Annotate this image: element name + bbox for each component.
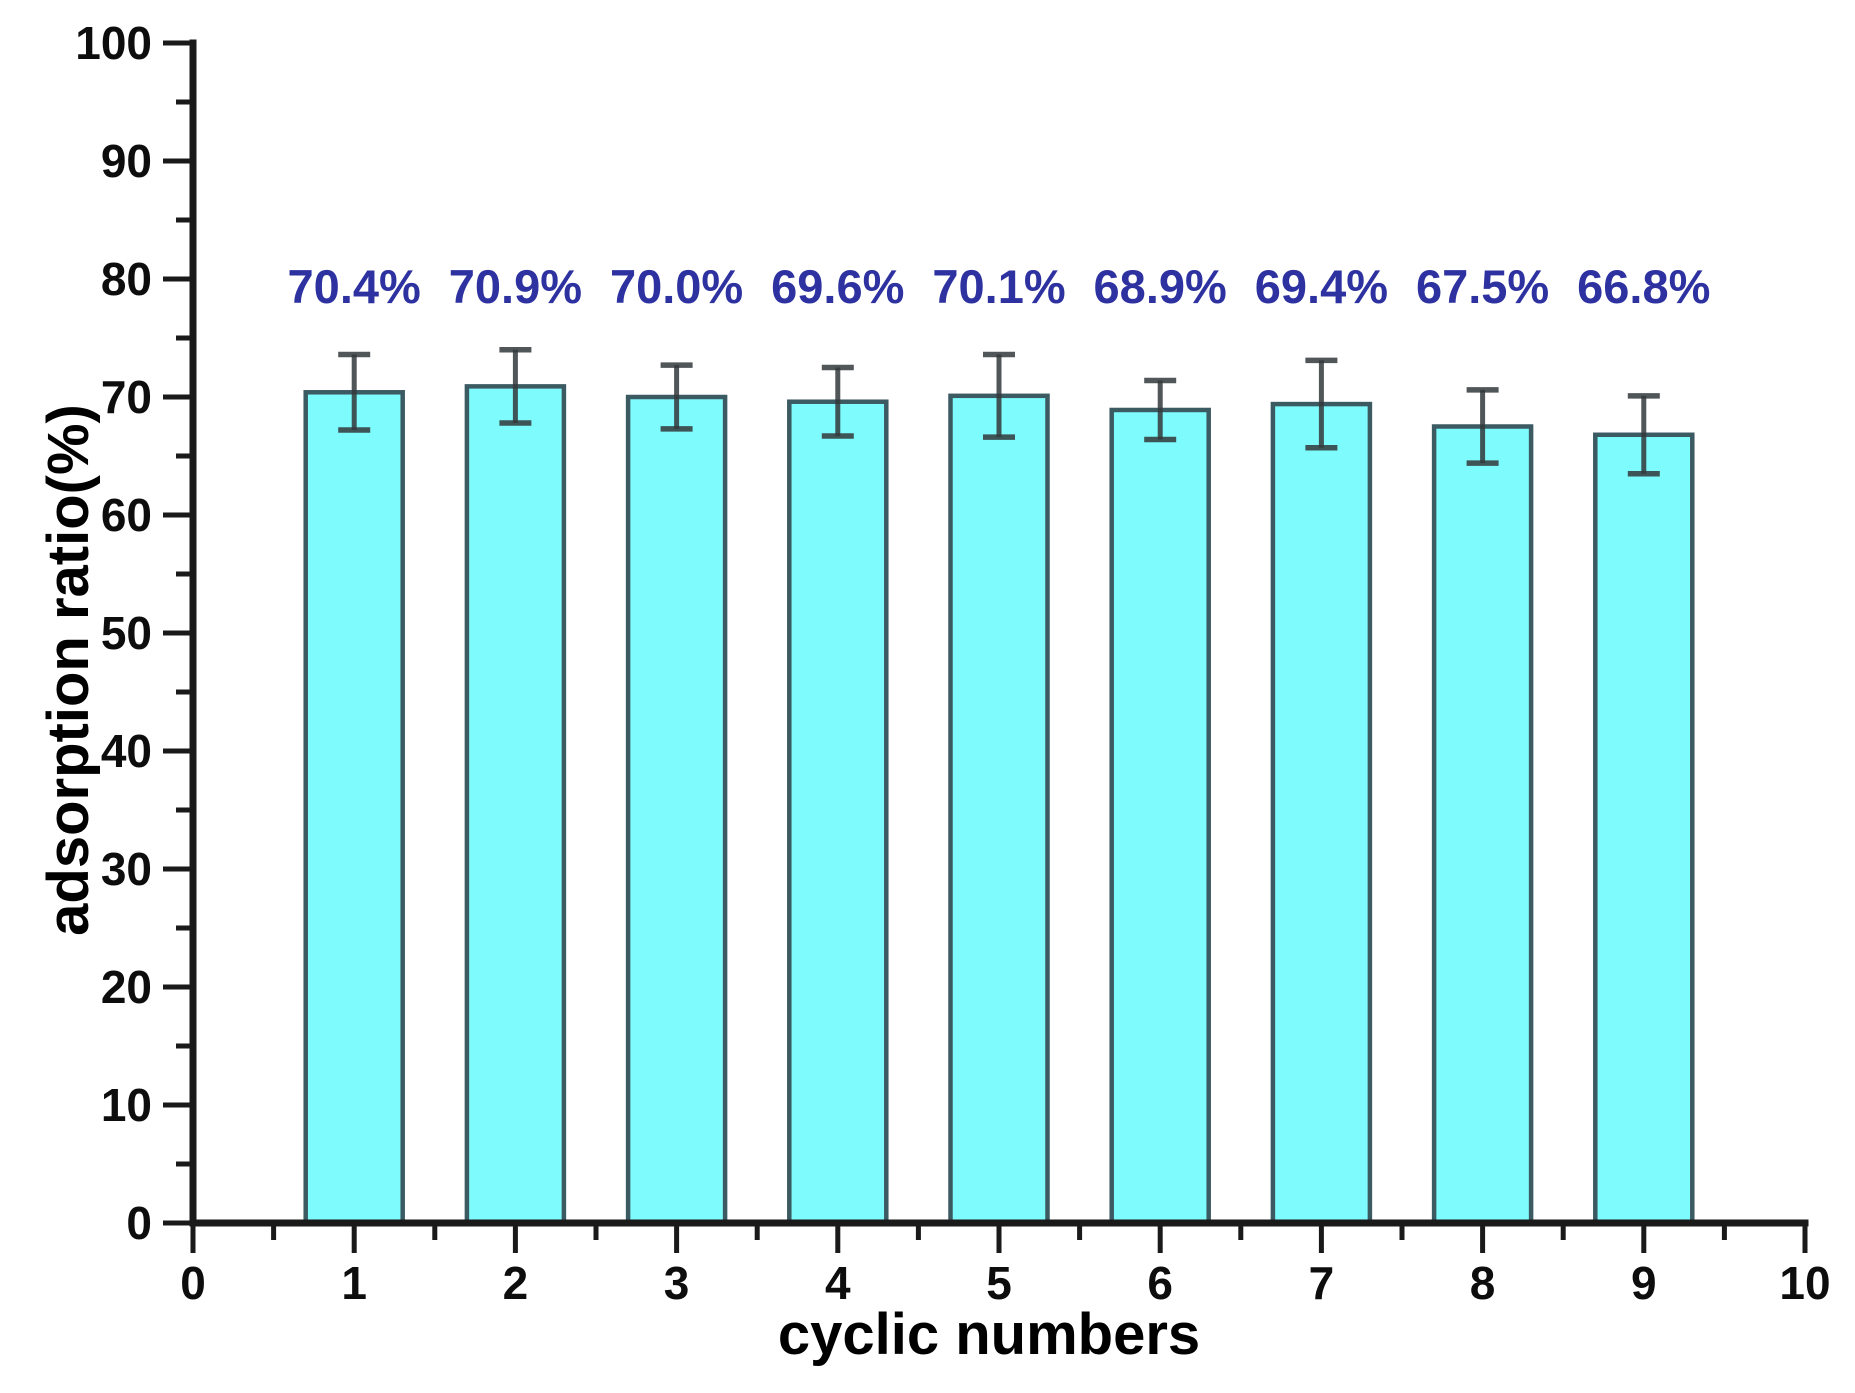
error-bars-layer [338, 347, 1660, 477]
bar-value-label: 67.5% [1416, 260, 1549, 313]
x-tick-label: 10 [1779, 1257, 1830, 1309]
bar-value-label: 70.0% [610, 260, 743, 313]
y-tick-label: 40 [101, 725, 152, 777]
x-tick-label: 0 [180, 1257, 206, 1309]
bar [1431, 424, 1534, 1226]
bar-value-label: 69.4% [1255, 260, 1388, 313]
bar [1593, 432, 1695, 1226]
x-tick-label: 4 [825, 1257, 851, 1309]
y-axis-title: adsorption ratio(%) [36, 404, 101, 936]
x-axis-title: cyclic numbers [778, 1302, 1200, 1367]
x-tick-label: 2 [503, 1257, 529, 1309]
bar [948, 393, 1050, 1226]
bar [1109, 407, 1211, 1226]
axes-layer [163, 39, 1809, 1253]
bar-value-label: 66.8% [1577, 260, 1710, 313]
x-tick-label: 9 [1631, 1257, 1657, 1309]
x-tick-label: 7 [1309, 1257, 1335, 1309]
bar-value-label: 68.9% [1094, 260, 1227, 313]
x-tick-label: 1 [341, 1257, 367, 1309]
x-tick-label: 8 [1470, 1257, 1496, 1309]
y-tick-label: 30 [101, 843, 152, 895]
bar [303, 390, 405, 1226]
x-tick-label: 5 [986, 1257, 1012, 1309]
y-tick-label: 60 [101, 489, 152, 541]
y-tick-label: 70 [101, 371, 152, 423]
bar [787, 399, 889, 1226]
y-tick-label: 100 [75, 17, 152, 69]
bar-labels-layer: 70.4% 70.9% 70.0% 69.6% 70.1% 68.9% 69.4% 67.5%… [288, 260, 1711, 313]
x-tick-label: 3 [664, 1257, 690, 1309]
bar-value-label: 70.4% [288, 260, 421, 313]
bar [464, 384, 567, 1226]
y-tick-label: 20 [101, 961, 152, 1013]
bar-value-label: 70.9% [449, 260, 582, 313]
y-tick-label: 90 [101, 135, 152, 187]
bar-value-label: 70.1% [932, 260, 1065, 313]
bar [1270, 401, 1373, 1226]
y-tick-label: 0 [126, 1197, 152, 1249]
y-tick-label: 50 [101, 607, 152, 659]
bar [625, 394, 728, 1226]
y-tick-label: 10 [101, 1079, 152, 1131]
x-tick-label: 6 [1147, 1257, 1173, 1309]
y-tick-label: 80 [101, 253, 152, 305]
bar-value-label: 69.6% [771, 260, 904, 313]
bars-layer [303, 384, 1695, 1226]
